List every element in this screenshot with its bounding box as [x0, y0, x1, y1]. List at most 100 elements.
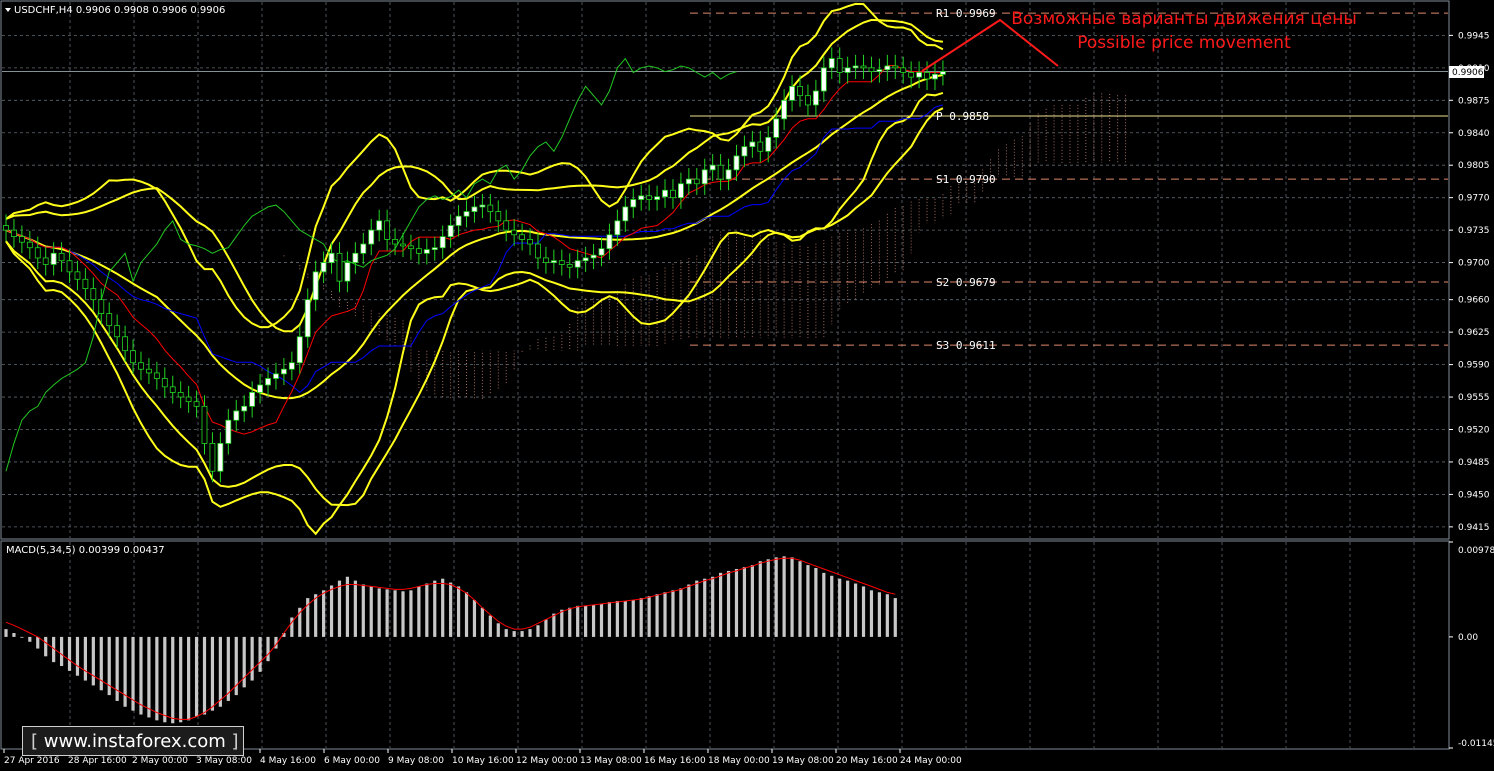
macd-bar	[679, 588, 683, 637]
macd-bar	[607, 601, 612, 637]
candle-bull	[431, 247, 438, 250]
macd-bar	[163, 636, 167, 723]
macd-bar	[242, 636, 246, 688]
macd-bar	[893, 598, 897, 637]
candle-bull	[614, 220, 621, 236]
candle-bear	[543, 257, 549, 263]
macd-bar	[218, 636, 222, 707]
macd-bar	[885, 594, 889, 637]
x-tick-label: 16 May 16:00	[644, 756, 706, 766]
macd-signal-line	[5, 557, 896, 720]
candle-bull	[344, 262, 351, 282]
candle-bull	[423, 249, 430, 254]
macd-bar	[758, 561, 762, 637]
macd-bar	[139, 636, 143, 715]
x-tick-label: 10 May 16:00	[452, 756, 514, 766]
time-axis: 27 Apr 2016 28 Apr 16:00 2 May 00:00 3 May …	[3, 749, 962, 766]
macd-bar	[496, 623, 500, 637]
candle-bull	[265, 378, 271, 386]
candle-bear	[415, 248, 422, 254]
pivot-label-r1: R1 0.9969	[936, 7, 996, 20]
macd-bar	[671, 590, 675, 637]
macd-bar	[615, 600, 619, 637]
pivot-label-s1: S1 0.9790	[936, 173, 996, 186]
macd-bar	[536, 625, 540, 637]
macd-bar	[123, 636, 127, 707]
macd-grid	[69, 542, 1415, 748]
x-tick-label: 24 May 00:00	[900, 756, 962, 766]
candle-bull	[884, 65, 891, 71]
candle-bear	[82, 278, 89, 289]
candle-bull	[598, 248, 605, 256]
candle-bull	[288, 362, 295, 370]
candle-bear	[868, 67, 875, 72]
macd-bar	[576, 605, 580, 637]
collapse-triangle-icon[interactable]	[5, 8, 11, 12]
logo-bracket-left: [	[31, 731, 39, 752]
y-tick-label: 0.9590	[1458, 361, 1490, 371]
candle-bull	[749, 141, 756, 148]
y-tick-label: 0.9520	[1458, 426, 1490, 436]
candle-bear	[153, 372, 160, 379]
macd-bar	[250, 636, 254, 681]
candle-bear	[114, 325, 121, 338]
macd-bar	[774, 557, 778, 637]
macd-bar	[4, 629, 8, 637]
candle-bear	[66, 260, 73, 273]
candle-bull	[304, 299, 311, 338]
macd-bar	[806, 565, 810, 637]
candle-bear	[797, 85, 803, 97]
macd-bar	[425, 583, 429, 637]
macd-bar	[814, 568, 818, 637]
candle-bull	[273, 373, 279, 379]
candle-bear	[487, 204, 494, 212]
candle-bear	[130, 350, 136, 364]
candle-bear	[495, 211, 502, 222]
candle-bull	[638, 195, 645, 200]
annotation-ru: Возможные варианты движения цены	[1011, 9, 1357, 29]
macd-bar	[210, 636, 215, 711]
candle-bear	[805, 95, 811, 106]
candle-bull	[773, 118, 780, 138]
macd-bar	[337, 580, 342, 637]
logo-text: www.instaforex.com	[43, 731, 226, 752]
macd-bar	[687, 584, 691, 637]
x-tick-label: 4 May 16:00	[260, 756, 316, 766]
macd-header: MACD(5,34,5) 0.00399 0.00437	[6, 545, 165, 556]
candle-bear	[34, 247, 41, 259]
candle-bear	[558, 260, 565, 265]
candle-bull	[550, 260, 557, 263]
candle-bull	[654, 196, 660, 200]
candles	[3, 47, 946, 483]
candle-bear	[122, 336, 128, 352]
instaforex-logo[interactable]: [ www.instaforex.com ]	[22, 726, 244, 756]
candle-bull	[463, 211, 470, 217]
y-tick-label: 0.9415	[1458, 523, 1490, 533]
macd-bar	[361, 584, 365, 637]
main-grid	[2, 2, 1448, 538]
symbol-header: USDCHF,H4 0.9906 0.9908 0.9906 0.9906	[14, 5, 225, 16]
macd-bar	[52, 636, 56, 663]
macd-bar	[703, 578, 707, 637]
macd-bar	[647, 596, 651, 637]
macd-bar	[67, 636, 72, 671]
pivot-label-s2: S2 0.9679	[936, 276, 996, 289]
candle-bull	[50, 252, 57, 265]
macd-bar	[726, 570, 731, 637]
macd-bar	[306, 598, 310, 637]
x-tick-label: 2 May 00:00	[132, 756, 188, 766]
y-tick-label: 0.9450	[1458, 490, 1490, 500]
main-panel-frame	[0, 0, 1450, 540]
macd-bar	[711, 576, 715, 637]
candle-bull	[439, 236, 446, 249]
candle-bull	[733, 155, 740, 171]
y-tick-label: 0.9660	[1458, 296, 1490, 306]
bollinger-upper	[5, 18, 944, 333]
candle-bull	[479, 204, 486, 208]
logo-bracket-right: ]	[231, 731, 239, 752]
macd-bar	[655, 594, 659, 637]
macd-bar	[480, 607, 484, 637]
candle-bear	[757, 141, 764, 152]
macd-bar	[663, 592, 667, 637]
